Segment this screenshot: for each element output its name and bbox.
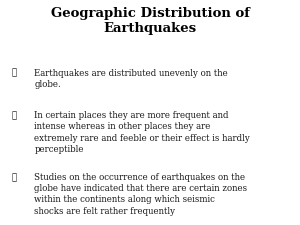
Text: Studies on the occurrence of earthquakes on the
globe have indicated that there : Studies on the occurrence of earthquakes… [34,173,248,216]
Text: ➤: ➤ [12,69,17,78]
Text: Geographic Distribution of
Earthquakes: Geographic Distribution of Earthquakes [51,7,249,35]
Text: ➤: ➤ [12,173,17,182]
Text: In certain places they are more frequent and
intense whereas in other places the: In certain places they are more frequent… [34,111,250,154]
Text: ➤: ➤ [12,111,17,120]
Text: Earthquakes are distributed unevenly on the
globe.: Earthquakes are distributed unevenly on … [34,69,228,89]
